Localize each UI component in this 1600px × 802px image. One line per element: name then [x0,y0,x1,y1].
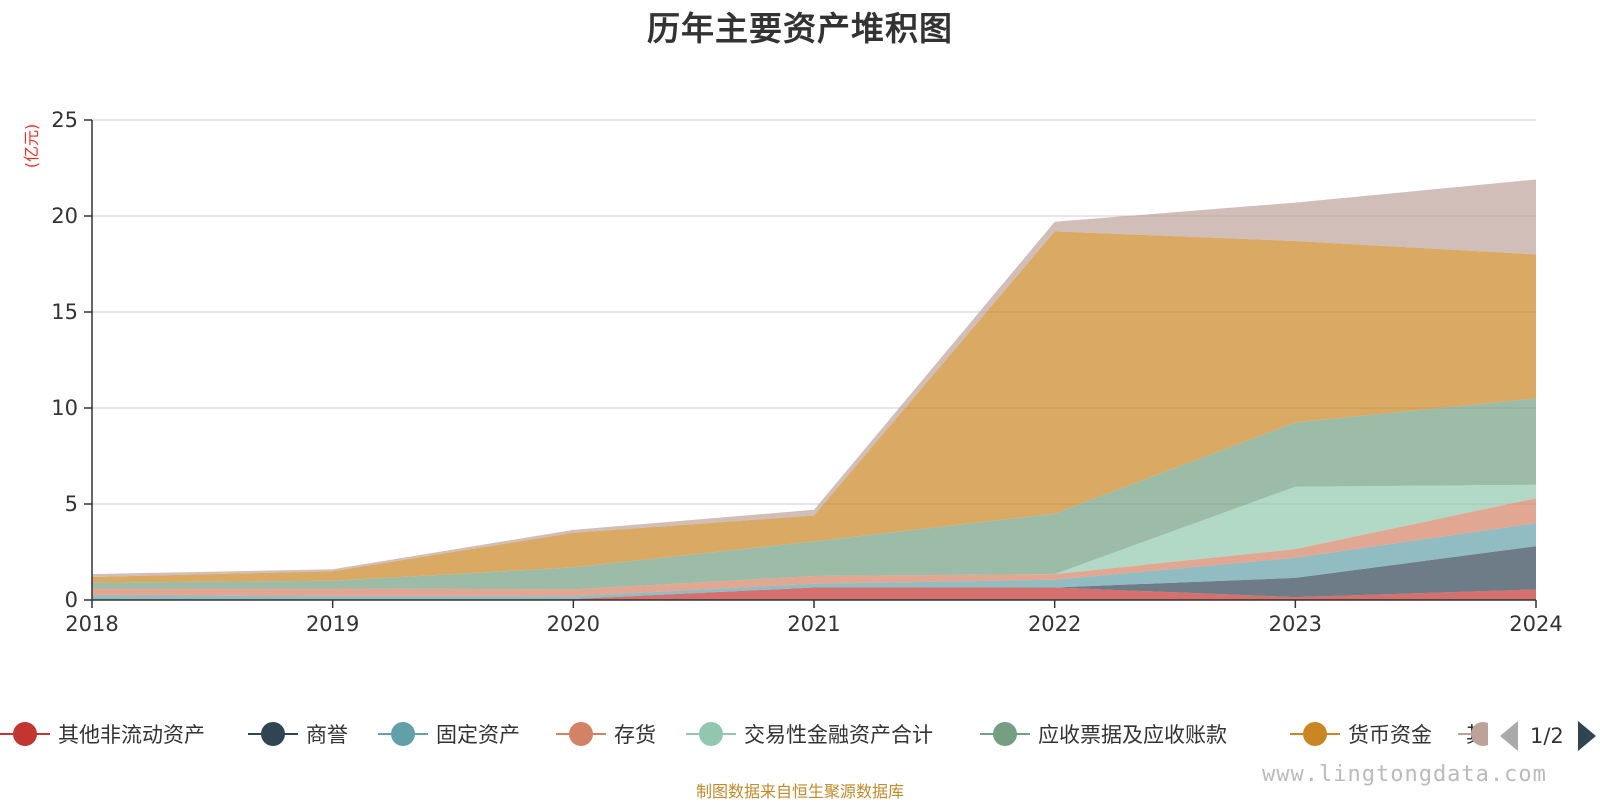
legend-swatch-icon [1290,719,1340,749]
legend-item[interactable]: 固定资产 [378,716,520,752]
y-axis-label: (亿元) [22,124,41,169]
legend-label: 交易性金融资产合计 [744,723,933,747]
watermark: www.lingtongdata.com [1262,762,1547,787]
legend-item[interactable]: 货币资金 [1290,716,1432,752]
area-2 [92,546,1536,600]
y-tick-label: 15 [51,300,78,324]
stacked-area-chart: 0 5 10 15 20 25 2018 2019 2020 2021 2022 2023 2024 (… [22,108,1563,636]
area-series [92,179,1536,600]
y-tick-label: 25 [51,108,78,132]
legend-label: 存货 [614,723,656,747]
legend-item[interactable]: 其他 [1458,716,1488,752]
x-tick-label: 2018 [65,612,118,636]
area-6 [92,398,1536,590]
x-tick-label: 2023 [1269,612,1322,636]
legend-swatch-icon [248,719,298,749]
legend-item[interactable]: 交易性金融资产合计 [686,716,933,752]
legend-item[interactable]: 应收票据及应收账款 [980,716,1227,752]
area-4 [92,498,1536,597]
x-tick-label: 2024 [1509,612,1562,636]
legend-item[interactable]: 商誉 [248,716,348,752]
legend-swatch-icon [686,719,736,749]
prev-page-icon[interactable] [1500,721,1518,751]
legend-label: 货币资金 [1348,723,1432,747]
legend-page-indicator: 1/2 [1530,724,1564,748]
area-8 [92,179,1536,577]
area-1 [92,587,1536,600]
legend-item[interactable]: 存货 [556,716,656,752]
legend-item[interactable]: 其他非流动资产 [0,716,205,752]
area-5 [92,484,1536,590]
y-tick-label: 10 [51,396,78,420]
x-tick-label: 2020 [547,612,600,636]
legend-pager: 1/2 [1500,718,1596,754]
legend-swatch-icon [378,719,428,749]
legend: 其他非流动资产 商誉 固定资产 存货 交易性金融资产合计 应收票据及应收账款 货币资金 其他 [0,716,1600,756]
legend-swatch-icon [0,719,50,749]
next-page-icon[interactable] [1577,721,1596,751]
x-tick-label: 2022 [1028,612,1081,636]
area-3 [92,523,1536,600]
y-tick-label: 20 [51,204,78,228]
source-note: 制图数据来自恒生聚源数据库 [695,782,904,801]
legend-label: 应收票据及应收账款 [1038,723,1227,747]
x-tick-label: 2021 [787,612,840,636]
y-tick-label: 5 [65,492,78,516]
legend-label: 商誉 [306,723,348,747]
axes: 0 5 10 15 20 25 2018 2019 2020 2021 2022 2023 2024 [51,108,1562,636]
area-7 [92,231,1536,583]
y-tick-label: 0 [65,588,78,612]
legend-swatch-icon [980,719,1030,749]
x-tick-label: 2019 [306,612,359,636]
legend-label: 固定资产 [436,723,520,747]
legend-swatch-icon [556,719,606,749]
chart-title: 历年主要资产堆积图 [647,9,953,48]
legend-label: 其他非流动资产 [58,723,205,747]
